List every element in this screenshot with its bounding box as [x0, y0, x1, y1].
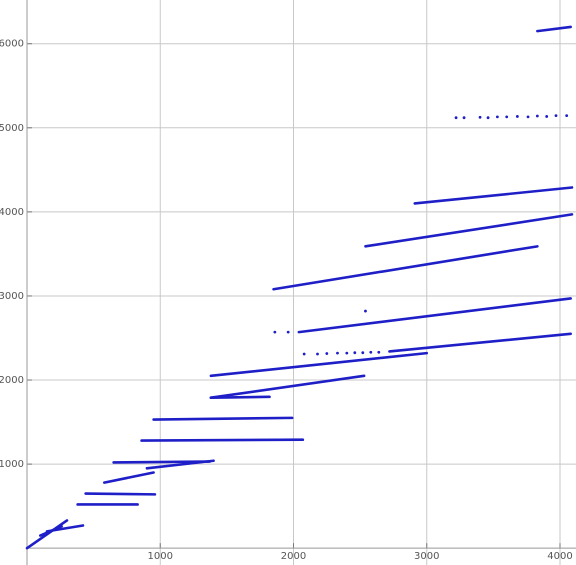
point [302, 352, 306, 356]
point [486, 116, 490, 120]
point [462, 116, 466, 120]
point-trail [84, 492, 157, 496]
point [454, 116, 458, 120]
point-trail [25, 519, 69, 550]
point-trail [413, 186, 574, 205]
point-trail [272, 245, 539, 291]
y-tick-label: 3000 [0, 291, 24, 302]
point [336, 351, 339, 355]
point [495, 115, 499, 119]
point-trail [388, 332, 572, 353]
point [369, 350, 373, 354]
point-trail [536, 25, 572, 33]
point [353, 351, 357, 355]
point-trail [209, 351, 429, 378]
point [377, 350, 381, 354]
y-tick-label: 6000 [0, 39, 24, 50]
point-trail [140, 438, 305, 442]
point [526, 115, 530, 119]
point-trail [209, 374, 366, 399]
x-tick-label: 1000 [148, 551, 173, 562]
point-trail [145, 459, 215, 470]
point [273, 330, 277, 334]
point [478, 115, 482, 119]
y-tick-label: 2000 [0, 375, 24, 386]
point-trail [152, 416, 294, 421]
y-tick-label: 4000 [0, 207, 24, 218]
point [515, 115, 519, 118]
point-trail [39, 525, 63, 537]
y-tick-label: 1000 [0, 459, 24, 470]
point [316, 352, 319, 356]
point-trail [364, 213, 574, 248]
point [345, 351, 349, 355]
point [535, 114, 539, 118]
point [554, 114, 558, 118]
x-tick-label: 4000 [547, 551, 572, 562]
point [505, 115, 509, 119]
point-trail [297, 297, 572, 334]
point [545, 115, 549, 118]
point [361, 351, 365, 355]
x-tick-label: 3000 [414, 551, 439, 562]
point [364, 309, 367, 313]
x-tick-label: 2000 [281, 551, 306, 562]
point [286, 330, 290, 334]
point-trail [102, 471, 155, 484]
point-trail [209, 395, 271, 399]
point [565, 114, 569, 118]
y-tick-label: 5000 [0, 123, 24, 134]
point [325, 352, 329, 355]
